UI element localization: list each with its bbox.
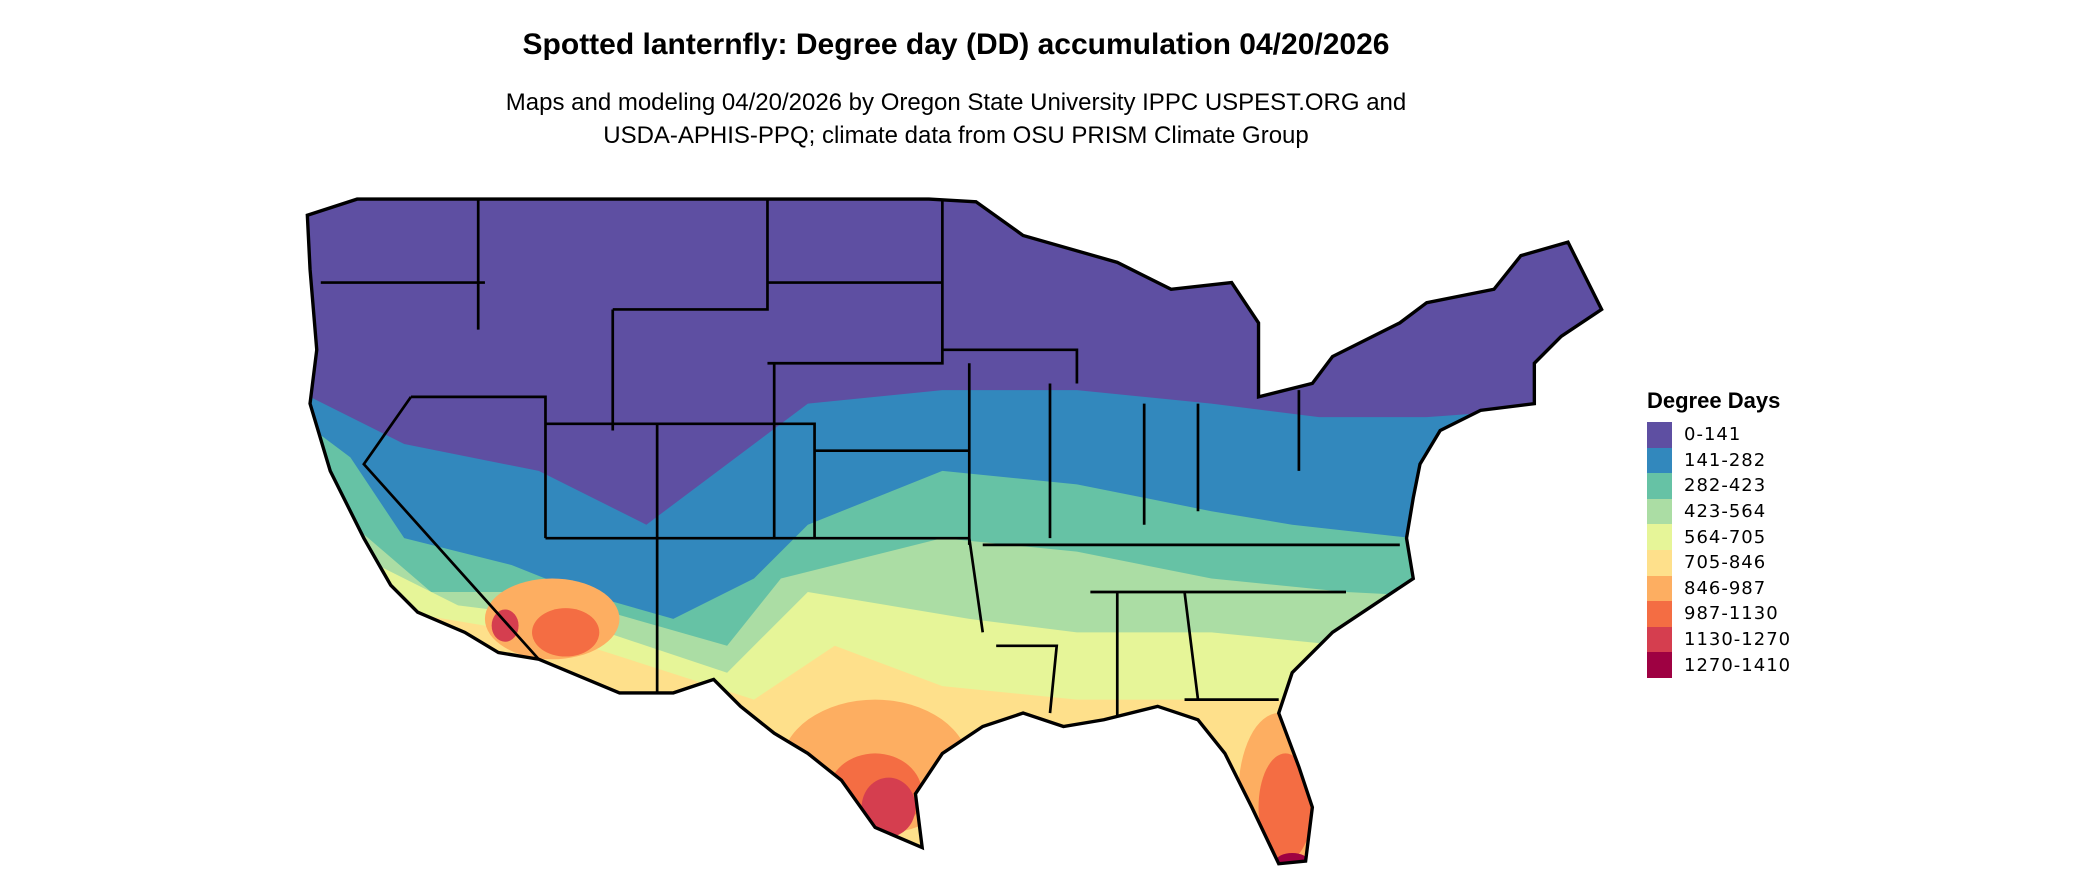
legend-swatch	[1647, 498, 1672, 525]
legend-label: 564-705	[1684, 526, 1767, 548]
legend-item: 0-141	[1647, 422, 1791, 448]
legend-swatch	[1647, 575, 1672, 602]
legend-label: 423-564	[1684, 501, 1767, 523]
legend-item: 846-987	[1647, 575, 1791, 602]
legend-title: Degree Days	[1647, 388, 1781, 413]
state-boundaries	[320, 199, 1400, 727]
legend-item: 987-1130	[1647, 601, 1791, 627]
map-title: Spotted lanternfly: Degree day (DD) accu…	[522, 28, 1390, 61]
legend-item: 1270-1410	[1647, 652, 1791, 678]
legend-swatch	[1647, 549, 1672, 576]
legend-swatch	[1647, 601, 1672, 627]
legend-swatch	[1647, 626, 1672, 653]
legend-label: 1270-1410	[1684, 654, 1792, 676]
legend-item: 1130-1270	[1647, 626, 1792, 653]
degree-day-bands	[307, 199, 1602, 864]
legend-item: 423-564	[1647, 498, 1791, 525]
map-subtitle: Maps and modeling 04/20/2026 by Oregon S…	[0, 86, 1912, 152]
legend-label: 0-141	[1684, 424, 1742, 446]
legend-label: 987-1130	[1684, 603, 1779, 625]
legend-item: 564-705	[1647, 524, 1791, 550]
legend-label: 1130-1270	[1684, 629, 1792, 651]
band-1130-1270	[491, 609, 519, 642]
legend-label: 846-987	[1684, 577, 1767, 599]
legend-item: 141-282	[1647, 447, 1791, 474]
band-1130-1270	[861, 777, 916, 837]
legend-label: 282-423	[1684, 475, 1767, 497]
band-987-1130	[532, 608, 600, 657]
subtitle-line-1: Maps and modeling 04/20/2026 by Oregon S…	[505, 89, 1407, 116]
legend: Degree Days 0-141 141-282 282-423 423-564 56…	[1647, 388, 1791, 678]
legend-swatch	[1647, 524, 1672, 550]
subtitle-line-2: USDA-APHIS-PPQ; climate data from OSU PR…	[603, 122, 1309, 149]
legend-item: 705-846	[1647, 549, 1791, 576]
legend-item: 282-423	[1647, 473, 1791, 499]
band-987-1130	[1258, 753, 1313, 862]
legend-swatch	[1647, 422, 1672, 448]
legend-swatch	[1647, 447, 1672, 474]
legend-swatch	[1647, 652, 1672, 678]
legend-label: 141-282	[1684, 449, 1767, 471]
legend-label: 705-846	[1684, 552, 1767, 574]
legend-swatch	[1647, 473, 1672, 499]
